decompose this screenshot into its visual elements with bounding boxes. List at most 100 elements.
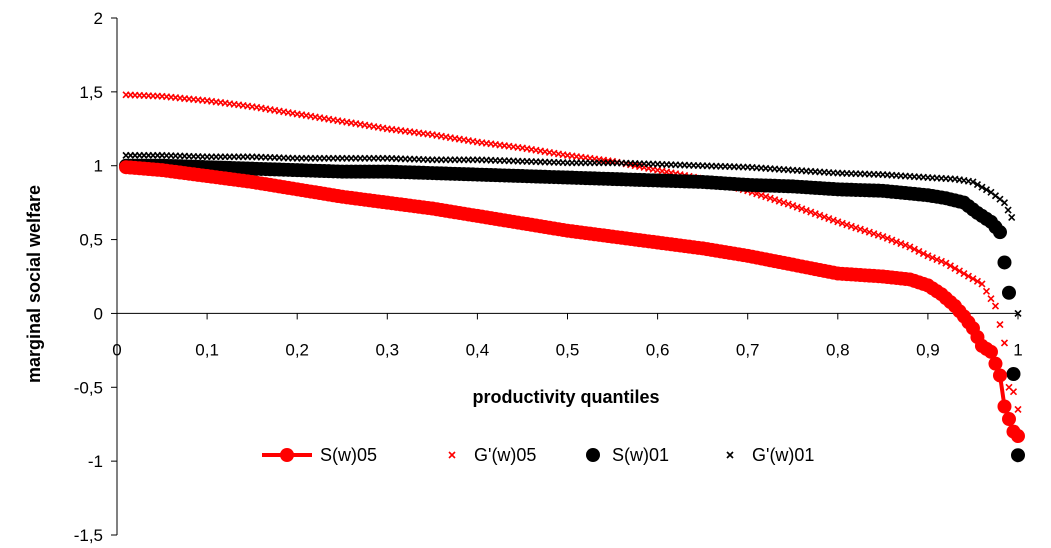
- y-tick-label: 2: [94, 9, 103, 28]
- data-point: [883, 234, 891, 242]
- data-point-stroke: [807, 208, 815, 216]
- data-point-stroke: [1004, 206, 1012, 214]
- data-point: [960, 269, 968, 278]
- data-point-stroke: [969, 275, 977, 283]
- data-point: [892, 238, 900, 246]
- legend-x-swatch: [726, 451, 734, 459]
- data-point-stroke: [825, 215, 833, 223]
- data-point: [829, 216, 837, 224]
- data-point: [793, 203, 801, 211]
- legend-x-swatch: [448, 451, 456, 459]
- data-point: [825, 215, 833, 223]
- data-point: [982, 287, 991, 295]
- data-point-stroke: [798, 205, 806, 213]
- data-point-stroke: [802, 206, 810, 215]
- data-point-stroke: [1000, 339, 1009, 347]
- data-point-stroke: [996, 320, 1004, 329]
- series-layer: [119, 91, 1025, 463]
- data-point: [879, 233, 887, 241]
- data-point-stroke: [946, 262, 954, 270]
- series-gw05: [122, 91, 1022, 414]
- data-point-stroke: [964, 272, 973, 280]
- data-point-stroke: [978, 280, 986, 288]
- data-point: [997, 255, 1012, 270]
- data-point-stroke: [987, 188, 995, 196]
- data-point: [997, 399, 1012, 414]
- data-point-stroke: [892, 238, 900, 246]
- data-point-stroke: [973, 180, 982, 189]
- legend-circle-swatch: [280, 448, 294, 462]
- data-point-stroke: [1000, 199, 1009, 207]
- data-point: [807, 208, 815, 216]
- data-point-stroke: [1014, 405, 1022, 414]
- data-point: [942, 259, 950, 267]
- data-point-stroke: [982, 287, 991, 295]
- data-point: [928, 254, 936, 262]
- data-point-stroke: [910, 245, 918, 253]
- legend-label: S(w)01: [612, 445, 669, 465]
- data-point: [910, 245, 918, 253]
- data-point: [955, 267, 964, 275]
- data-point-stroke: [811, 210, 819, 218]
- x-tick-label: 0,2: [285, 340, 309, 359]
- data-point: [897, 239, 905, 248]
- data-point: [906, 243, 914, 251]
- data-point-stroke: [789, 202, 797, 210]
- data-point-stroke: [991, 302, 1000, 310]
- legend-x-swatch-stroke: [448, 451, 456, 459]
- data-point: [973, 180, 982, 189]
- y-tick-label: 0,5: [79, 231, 103, 250]
- data-point: [802, 206, 810, 215]
- data-point-stroke: [897, 239, 905, 248]
- y-tick-label: -0,5: [74, 378, 103, 397]
- data-point: [1014, 309, 1022, 317]
- legend-label: G'(w)01: [752, 445, 814, 465]
- data-point: [1006, 366, 1021, 381]
- y-axis-title: marginal social welfare: [24, 185, 44, 383]
- data-point: [1000, 199, 1009, 207]
- data-point: [789, 202, 797, 210]
- y-tick-label: 1: [94, 157, 103, 176]
- y-tick-label: 1,5: [79, 83, 103, 102]
- data-point: [973, 277, 982, 285]
- data-point-stroke: [987, 295, 995, 303]
- legend-circle-swatch: [586, 448, 600, 462]
- data-point-stroke: [982, 186, 991, 194]
- data-point-stroke: [829, 216, 837, 224]
- legend-item: G'(w)05: [448, 445, 536, 465]
- series-sw01: [119, 158, 1025, 463]
- data-point: [996, 320, 1004, 329]
- x-tick-label: 0,7: [736, 340, 760, 359]
- data-point-stroke: [901, 241, 909, 249]
- data-point: [933, 255, 941, 264]
- data-point: [901, 241, 909, 249]
- legend-item: S(w)05: [262, 445, 377, 465]
- data-point: [992, 225, 1007, 240]
- data-point-stroke: [879, 233, 887, 241]
- data-point: [946, 262, 954, 270]
- data-point: [1001, 412, 1016, 427]
- x-axis-title: productivity quantiles: [472, 387, 659, 407]
- data-point-stroke: [969, 178, 977, 186]
- data-point-stroke: [942, 259, 950, 267]
- series-gw01: [122, 151, 1022, 317]
- x-tick-label: 0,5: [556, 340, 580, 359]
- axes-layer: 2 1,5 1 0,5 0 -0,5 -1 -1,5 0 0,1 0,2 0,3 0,4 0,5 0,6 0,…: [74, 9, 1023, 545]
- data-point-stroke: [996, 195, 1004, 203]
- data-point-stroke: [1008, 213, 1016, 221]
- data-point: [978, 280, 986, 288]
- data-point-stroke: [793, 203, 801, 211]
- data-point: [1004, 206, 1012, 214]
- x-tick-label: 0,6: [646, 340, 670, 359]
- x-tick-label: 0,8: [826, 340, 850, 359]
- data-point: [964, 272, 973, 280]
- data-point-stroke: [933, 255, 941, 264]
- data-point: [915, 247, 923, 255]
- data-point-stroke: [919, 250, 927, 258]
- data-point-stroke: [1009, 388, 1018, 396]
- data-point-stroke: [1005, 383, 1013, 391]
- x-tick-label: 0,3: [375, 340, 399, 359]
- data-point-stroke: [883, 234, 891, 242]
- legend-label: S(w)05: [320, 445, 377, 465]
